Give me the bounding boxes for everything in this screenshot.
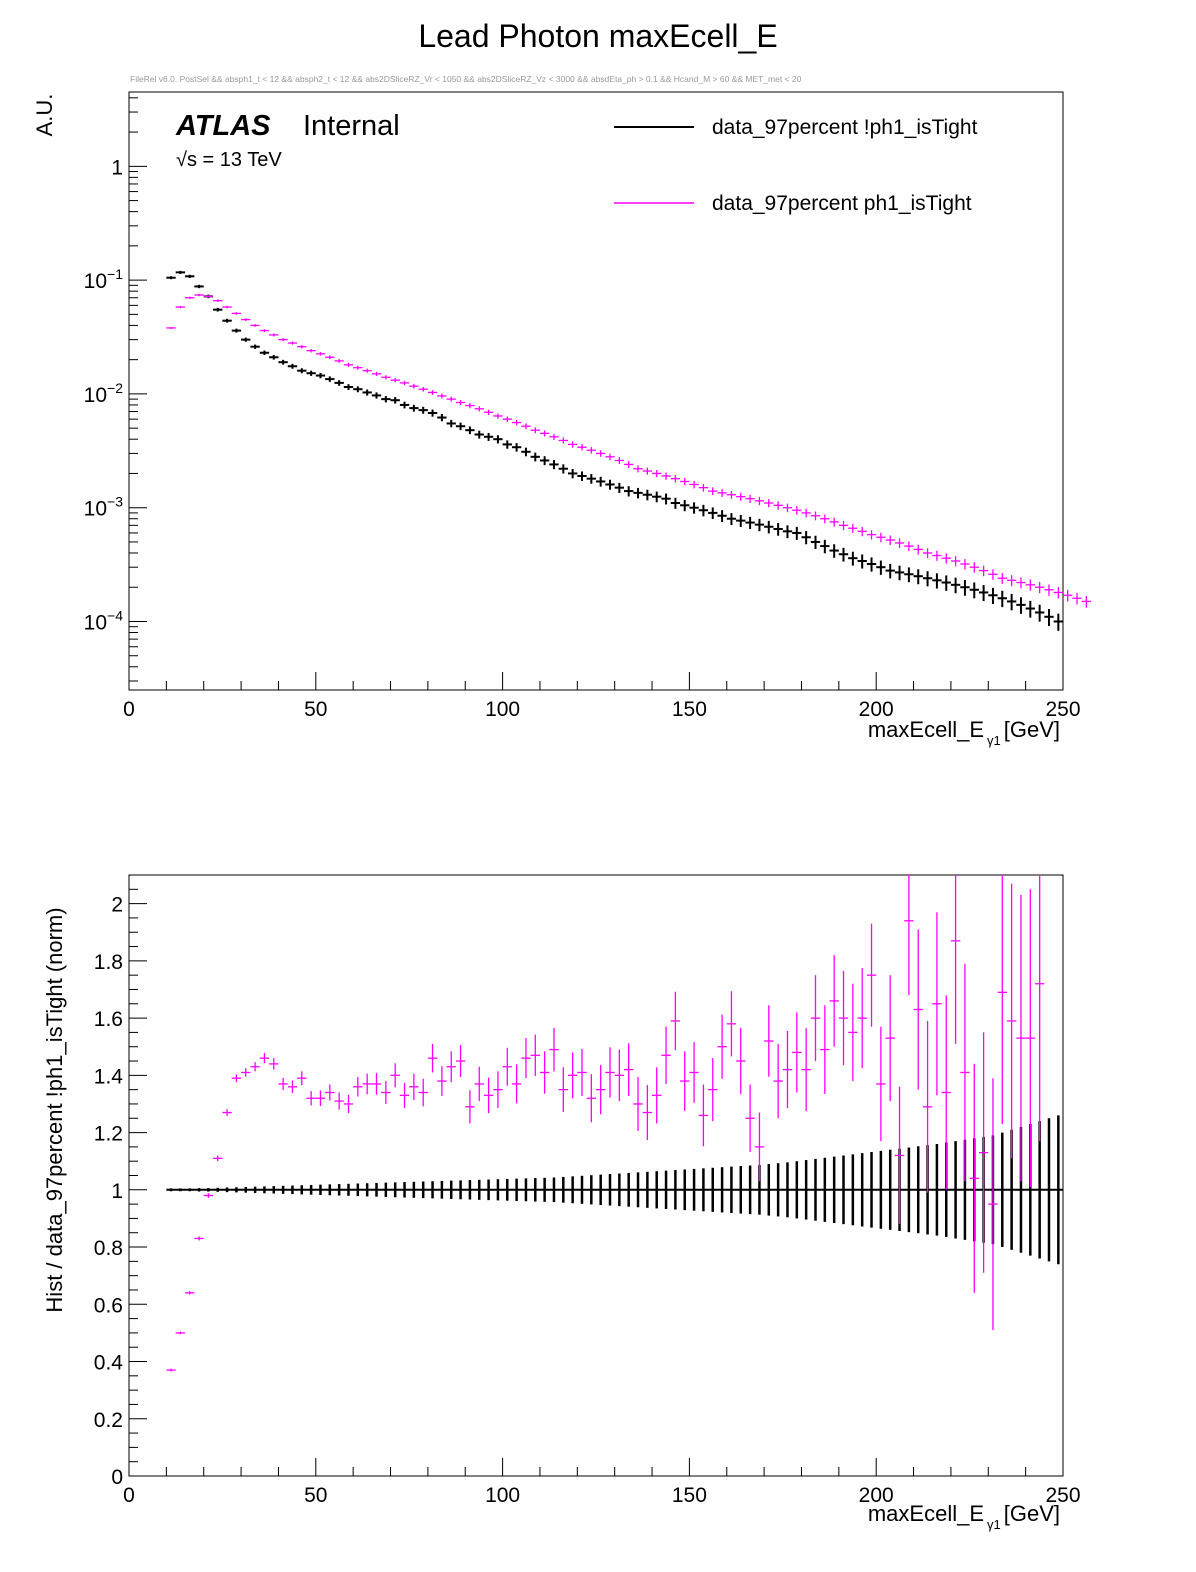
bottom-ratio-panel: 0 50 100 150 200 250 0 0.2 0.4 0.6 0.8 1 1.2 1.4 1.6 1.… bbox=[42, 874, 1081, 1532]
selection-cuts-text: FileRel v6.0. PostSel && absph1_t < 12 &… bbox=[130, 74, 802, 84]
bottom-y-tick-label: 2 bbox=[111, 894, 123, 917]
top-x-tick-label: 0 bbox=[123, 698, 135, 721]
bottom-y-tick-label: 1.8 bbox=[94, 951, 123, 974]
legend: data_97percent !ph1_isTight data_97perce… bbox=[614, 116, 978, 215]
bottom-x-tick-label: 100 bbox=[485, 1484, 520, 1507]
bottom-axes: 0 50 100 150 200 250 0 0.2 0.4 0.6 0.8 1 1.2 1.4 1.6 1.… bbox=[94, 874, 1081, 1507]
top-y-tick-label: 10−1 bbox=[84, 266, 124, 293]
top-histogram-marks bbox=[166, 270, 1092, 631]
top-y-tick-label: 10−4 bbox=[84, 607, 124, 634]
bottom-y-axis-label: Hist / data_97percent !ph1_isTight (norm… bbox=[42, 907, 67, 1312]
top-axes: 0 50 100 150 200 250 1 10−1 10−2 10−3 10−4 bbox=[84, 97, 1081, 721]
bottom-y-tick-label: 0.2 bbox=[94, 1409, 123, 1432]
bottom-x-tick-label: 150 bbox=[672, 1484, 707, 1507]
page-title: Lead Photon maxEcell_E bbox=[418, 18, 778, 54]
bottom-y-tick-label: 1.4 bbox=[94, 1065, 124, 1088]
bottom-y-tick-label: 0 bbox=[111, 1466, 123, 1489]
top-plot-frame bbox=[128, 91, 1064, 691]
top-plot-panel: 0 50 100 150 200 250 1 10−1 10−2 10−3 10−4 A.U. ma… bbox=[32, 91, 1092, 748]
top-x-tick-label: 250 bbox=[1045, 698, 1080, 721]
legend-label-magenta: data_97percent ph1_isTight bbox=[712, 192, 972, 215]
top-y-tick-label: 10−3 bbox=[84, 494, 124, 521]
bottom-y-tick-label: 1 bbox=[111, 1180, 123, 1203]
top-x-axis-label: maxEcell_E γ1 [GeV] bbox=[868, 717, 1060, 748]
bottom-x-tick-label: 250 bbox=[1045, 1484, 1080, 1507]
atlas-label: ATLAS bbox=[175, 110, 271, 142]
bottom-y-tick-label: 0.6 bbox=[94, 1294, 123, 1317]
top-y-tick-label: 1 bbox=[111, 156, 123, 179]
bottom-x-tick-label: 0 bbox=[123, 1484, 135, 1507]
bottom-x-tick-label: 200 bbox=[859, 1484, 894, 1507]
top-x-tick-label: 100 bbox=[485, 698, 520, 721]
legend-label-black: data_97percent !ph1_isTight bbox=[712, 116, 978, 139]
top-x-tick-label: 150 bbox=[672, 698, 707, 721]
top-x-tick-label: 50 bbox=[304, 698, 327, 721]
top-y-axis-label: A.U. bbox=[32, 94, 57, 137]
bottom-y-tick-label: 0.4 bbox=[94, 1352, 124, 1375]
energy-label: √s = 13 TeV bbox=[176, 149, 282, 171]
top-x-tick-label: 200 bbox=[859, 698, 894, 721]
bottom-x-axis-label: maxEcell_E γ1 [GeV] bbox=[868, 1501, 1060, 1532]
bottom-y-tick-label: 0.8 bbox=[94, 1237, 123, 1260]
atlas-status: Internal bbox=[303, 110, 400, 142]
bottom-plot-frame bbox=[128, 874, 1064, 1477]
bottom-y-tick-label: 1.2 bbox=[94, 1123, 123, 1146]
bottom-y-tick-label: 1.6 bbox=[94, 1008, 123, 1031]
top-y-tick-label: 10−2 bbox=[84, 380, 124, 407]
bottom-x-tick-label: 50 bbox=[304, 1484, 327, 1507]
bottom-ratio-marks bbox=[166, 875, 1063, 1372]
